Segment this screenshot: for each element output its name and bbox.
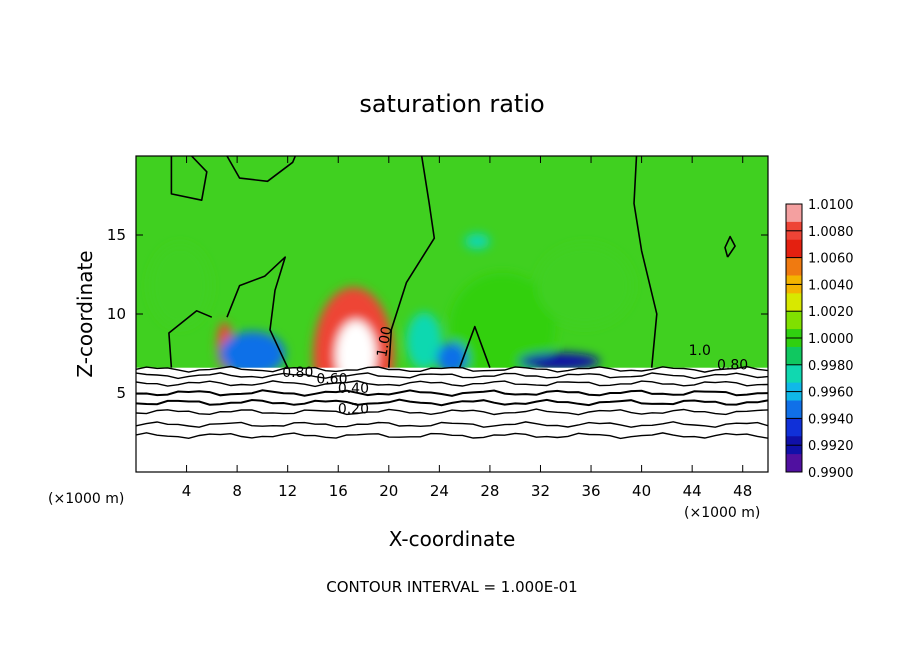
y-axis-label: Z-coordinate (73, 250, 97, 377)
contour-line-1p00-7 (724, 235, 736, 258)
colorbar-swatch (786, 364, 802, 384)
colorbar: 1.0100 1.0080 1.0060 1.0040 1.0020 1.0000 0.99… (785, 198, 854, 481)
contour-line-low-7 (136, 432, 768, 440)
contour-label: 0.40 (338, 381, 369, 397)
anomaly-blob-6 (518, 352, 600, 371)
contour-interval-note: CONTOUR INTERVAL = 1.000E-01 (326, 578, 577, 596)
x-tick-label: 32 (531, 482, 550, 500)
x-tick-label: 16 (329, 482, 348, 500)
contour-labels: 1.000.80 0.600.400.201.00.80 (282, 325, 748, 418)
x-axis-label: X-coordinate (389, 527, 516, 551)
y-tick-label: 10 (107, 305, 126, 323)
anomaly-blob-4 (406, 312, 442, 370)
contour-line-low-1 (136, 372, 768, 380)
contour-label: 0.60 (316, 372, 347, 388)
contour-line-low-0 (136, 365, 768, 373)
contour-line-1p00-6 (226, 156, 297, 183)
colorbar-label: 1.0000 (808, 332, 854, 347)
colorbar-label: 1.0080 (808, 225, 854, 240)
colorbar-label: 1.0040 (808, 278, 854, 293)
colorbar-swatch (786, 346, 802, 366)
y-axis-ticks: 5 10 15 (107, 226, 768, 402)
contour-line-low-4 (136, 398, 768, 407)
anomaly-blob-5 (449, 272, 556, 381)
x-tick-label: 40 (632, 482, 651, 500)
x-tick-label: 4 (182, 482, 192, 500)
contour-line-1p00-2 (226, 256, 289, 369)
x-unit-left: (×1000 m) (48, 491, 124, 507)
anomaly-blob-8 (536, 244, 633, 327)
x-tick-label: 48 (733, 482, 752, 500)
x-tick-label: 36 (581, 482, 600, 500)
colorbar-label: 1.0020 (808, 305, 854, 320)
x-tick-label: 12 (278, 482, 297, 500)
x-tick-label: 20 (379, 482, 398, 500)
x-axis-ticks: 4 8 12 16 20 24 28 32 36 40 44 48 (182, 156, 752, 500)
colorbar-swatch (786, 239, 802, 259)
colorbar-swatch (786, 293, 802, 312)
colorbar-label: 0.9940 (808, 412, 854, 427)
x-unit-right: (×1000 m) (684, 505, 760, 521)
contour-lines (136, 156, 768, 440)
colorbar-label: 1.0100 (808, 198, 854, 213)
contour-label: 1.0 (689, 343, 711, 359)
x-tick-label: 28 (480, 482, 499, 500)
x-tick-label: 44 (683, 482, 702, 500)
colorbar-swatch (786, 204, 802, 223)
colorbar-swatch (786, 418, 802, 437)
anomaly-blob-9 (149, 244, 211, 327)
x-tick-label: 8 (232, 482, 242, 500)
colorbar-swatch (786, 400, 802, 419)
colorbar-label: 0.9980 (808, 359, 854, 374)
anomaly-blob-10 (464, 233, 490, 250)
contour-label: 0.20 (338, 402, 369, 418)
contour-line-low-2 (136, 380, 768, 388)
colorbar-label: 0.9920 (808, 439, 854, 454)
anomaly-blob-3 (219, 331, 286, 376)
y-tick-label: 15 (107, 226, 126, 244)
contour-line-low-5 (136, 408, 768, 416)
contour-line-low-6 (136, 421, 768, 428)
contour-line-low-3 (136, 389, 768, 397)
colorbar-label: 0.9900 (808, 466, 854, 481)
contour-label: 0.80 (282, 365, 313, 381)
colorbar-swatch (786, 311, 802, 330)
contour-line-1p00-3 (168, 310, 213, 368)
plot-area: 1.000.80 0.600.400.201.00.80 (136, 156, 768, 472)
contour-line-1p00-5 (170, 156, 208, 201)
colorbar-swatch (786, 257, 802, 276)
contour-line-1p00-1 (633, 156, 658, 368)
y-tick-label: 5 (116, 384, 126, 402)
colorbar-swatch (786, 454, 802, 473)
contour-label: 0.80 (717, 357, 748, 373)
contour-line-1p00-0 (388, 156, 436, 368)
contour-line-1p00-4 (458, 325, 491, 368)
chart-title: saturation ratio (359, 90, 544, 118)
contour-label: 1.00 (374, 325, 395, 358)
x-tick-label: 24 (430, 482, 449, 500)
colorbar-label: 0.9960 (808, 386, 854, 401)
colorbar-label: 1.0060 (808, 252, 854, 267)
